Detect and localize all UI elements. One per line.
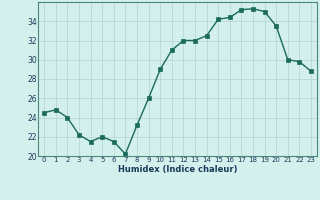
X-axis label: Humidex (Indice chaleur): Humidex (Indice chaleur) [118,165,237,174]
